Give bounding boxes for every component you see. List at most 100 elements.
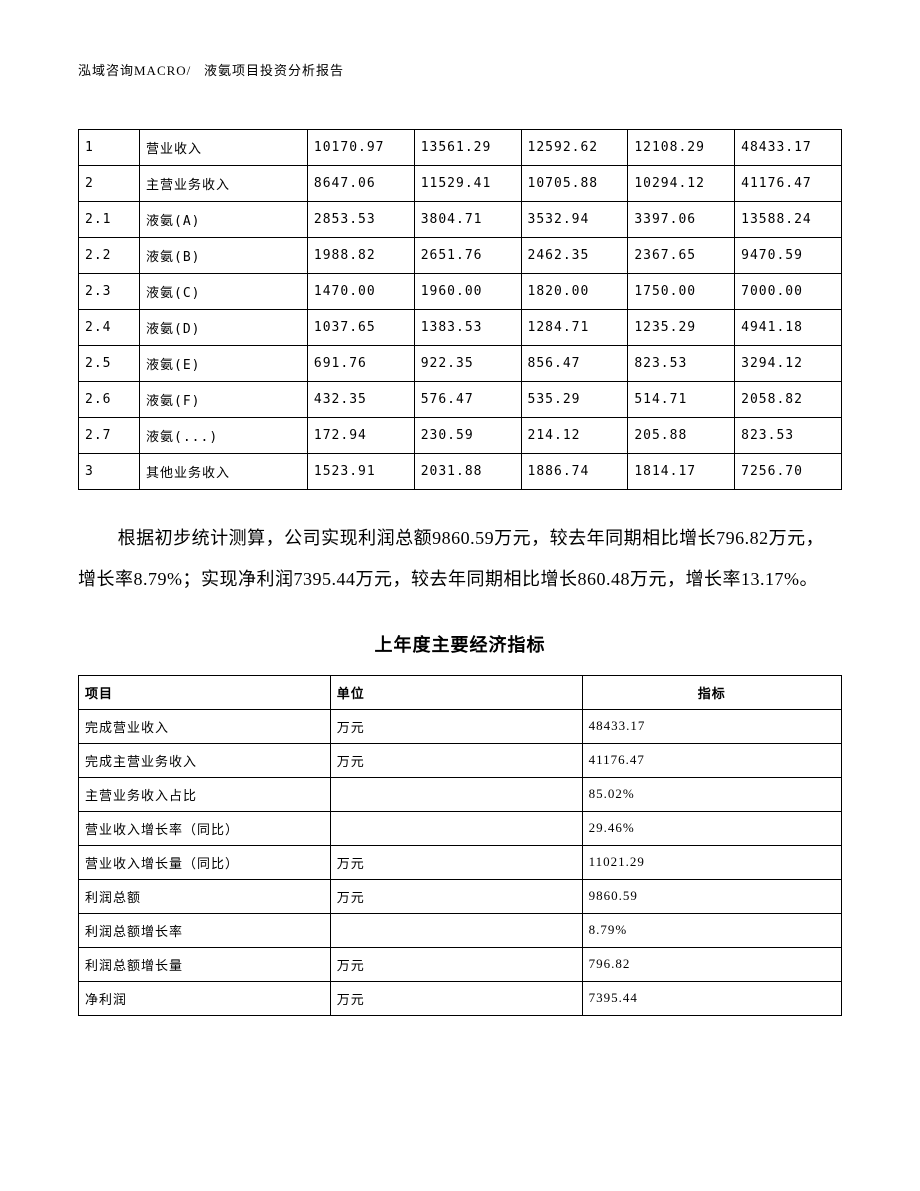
table-cell: 796.82	[582, 947, 841, 981]
table-cell: 2.2	[79, 238, 140, 274]
table-cell: 利润总额	[79, 879, 331, 913]
table-cell: 2.3	[79, 274, 140, 310]
table-cell: 液氨(E)	[140, 346, 308, 382]
table-cell: 12108.29	[628, 130, 735, 166]
table-cell: 万元	[330, 743, 582, 777]
table-cell: 1	[79, 130, 140, 166]
table-cell: 完成营业收入	[79, 709, 331, 743]
table-cell: 41176.47	[735, 166, 842, 202]
table-cell: 3532.94	[521, 202, 628, 238]
table2-header-c1: 项目	[79, 675, 331, 709]
table-cell: 万元	[330, 879, 582, 913]
table-row: 2.4液氨(D)1037.651383.531284.711235.294941…	[79, 310, 842, 346]
table-cell: 营业收入增长率（同比）	[79, 811, 331, 845]
table-cell: 万元	[330, 981, 582, 1015]
section-title: 上年度主要经济指标	[78, 631, 842, 657]
table-row: 主营业务收入占比 85.02%	[79, 777, 842, 811]
table-row: 1营业收入10170.9713561.2912592.6212108.29484…	[79, 130, 842, 166]
table-cell: 3	[79, 454, 140, 490]
table-row: 3其他业务收入1523.912031.881886.741814.177256.…	[79, 454, 842, 490]
table-cell: 1988.82	[307, 238, 414, 274]
table-row: 利润总额增长率8.79%	[79, 913, 842, 947]
table-cell: 9470.59	[735, 238, 842, 274]
table-cell: 205.88	[628, 418, 735, 454]
table-cell: 823.53	[735, 418, 842, 454]
table-cell: 4941.18	[735, 310, 842, 346]
table-cell: 液氨(D)	[140, 310, 308, 346]
table-cell: 8.79%	[582, 913, 841, 947]
table-cell: 432.35	[307, 382, 414, 418]
table-row: 2.7液氨(...)172.94230.59214.12205.88823.53	[79, 418, 842, 454]
page-header: 泓域咨询MACRO/ 液氨项目投资分析报告	[78, 60, 842, 79]
table-cell: 48433.17	[582, 709, 841, 743]
table-row: 利润总额万元9860.59	[79, 879, 842, 913]
table-row: 2.5液氨(E)691.76922.35856.47823.533294.12	[79, 346, 842, 382]
table-cell: 完成主营业务收入	[79, 743, 331, 777]
table-row: 2主营业务收入8647.0611529.4110705.8810294.1241…	[79, 166, 842, 202]
table2-header-c2: 单位	[330, 675, 582, 709]
table-cell: 12592.62	[521, 130, 628, 166]
table-row: 2.3液氨(C)1470.001960.001820.001750.007000…	[79, 274, 842, 310]
table-row: 2.1液氨(A)2853.533804.713532.943397.061358…	[79, 202, 842, 238]
table-cell: 7256.70	[735, 454, 842, 490]
table-cell: 1284.71	[521, 310, 628, 346]
table-cell: 11021.29	[582, 845, 841, 879]
table-cell: 液氨(B)	[140, 238, 308, 274]
table-cell: 13588.24	[735, 202, 842, 238]
table-cell: 1383.53	[414, 310, 521, 346]
table-header-row: 项目 单位 指标	[79, 675, 842, 709]
table-cell: 营业收入增长量（同比）	[79, 845, 331, 879]
table-cell: 液氨(F)	[140, 382, 308, 418]
table-cell: 1037.65	[307, 310, 414, 346]
table-cell: 液氨(C)	[140, 274, 308, 310]
table-cell: 576.47	[414, 382, 521, 418]
table-cell: 3294.12	[735, 346, 842, 382]
table-cell: 2.4	[79, 310, 140, 346]
table-cell: 856.47	[521, 346, 628, 382]
table-cell: 230.59	[414, 418, 521, 454]
table-row: 营业收入增长率（同比） 29.46%	[79, 811, 842, 845]
table-row: 2.2液氨(B)1988.822651.762462.352367.659470…	[79, 238, 842, 274]
table-row: 完成营业收入万元48433.17	[79, 709, 842, 743]
table-cell: 2462.35	[521, 238, 628, 274]
table-cell: 10170.97	[307, 130, 414, 166]
table-cell	[330, 913, 582, 947]
table-cell: 823.53	[628, 346, 735, 382]
table-cell: 10294.12	[628, 166, 735, 202]
table-cell: 2651.76	[414, 238, 521, 274]
table-cell: 2853.53	[307, 202, 414, 238]
table-cell: 85.02%	[582, 777, 841, 811]
table-cell: 1820.00	[521, 274, 628, 310]
header-title: 液氨项目投资分析报告	[204, 63, 344, 78]
table-cell: 1814.17	[628, 454, 735, 490]
table-cell: 净利润	[79, 981, 331, 1015]
table-cell: 液氨(A)	[140, 202, 308, 238]
table-cell: 营业收入	[140, 130, 308, 166]
table-cell: 1235.29	[628, 310, 735, 346]
table-cell: 214.12	[521, 418, 628, 454]
revenue-table: 1营业收入10170.9713561.2912592.6212108.29484…	[78, 129, 842, 490]
table-cell: 主营业务收入占比	[79, 777, 331, 811]
table-cell: 7395.44	[582, 981, 841, 1015]
table-cell: 922.35	[414, 346, 521, 382]
table-cell: 9860.59	[582, 879, 841, 913]
header-company: 泓域咨询MACRO/	[78, 63, 191, 78]
table-cell: 514.71	[628, 382, 735, 418]
table-cell: 2.6	[79, 382, 140, 418]
table-cell: 3397.06	[628, 202, 735, 238]
table-cell: 2367.65	[628, 238, 735, 274]
table-cell	[330, 811, 582, 845]
table-cell: 其他业务收入	[140, 454, 308, 490]
indicators-table: 项目 单位 指标 完成营业收入万元48433.17完成主营业务收入万元41176…	[78, 675, 842, 1016]
table-cell: 2058.82	[735, 382, 842, 418]
table-cell: 11529.41	[414, 166, 521, 202]
table-cell: 691.76	[307, 346, 414, 382]
table-cell: 13561.29	[414, 130, 521, 166]
table-cell: 万元	[330, 845, 582, 879]
table-cell: 2.5	[79, 346, 140, 382]
table-cell: 万元	[330, 709, 582, 743]
table-cell: 2031.88	[414, 454, 521, 490]
table-cell: 万元	[330, 947, 582, 981]
table-cell: 3804.71	[414, 202, 521, 238]
table-cell: 29.46%	[582, 811, 841, 845]
